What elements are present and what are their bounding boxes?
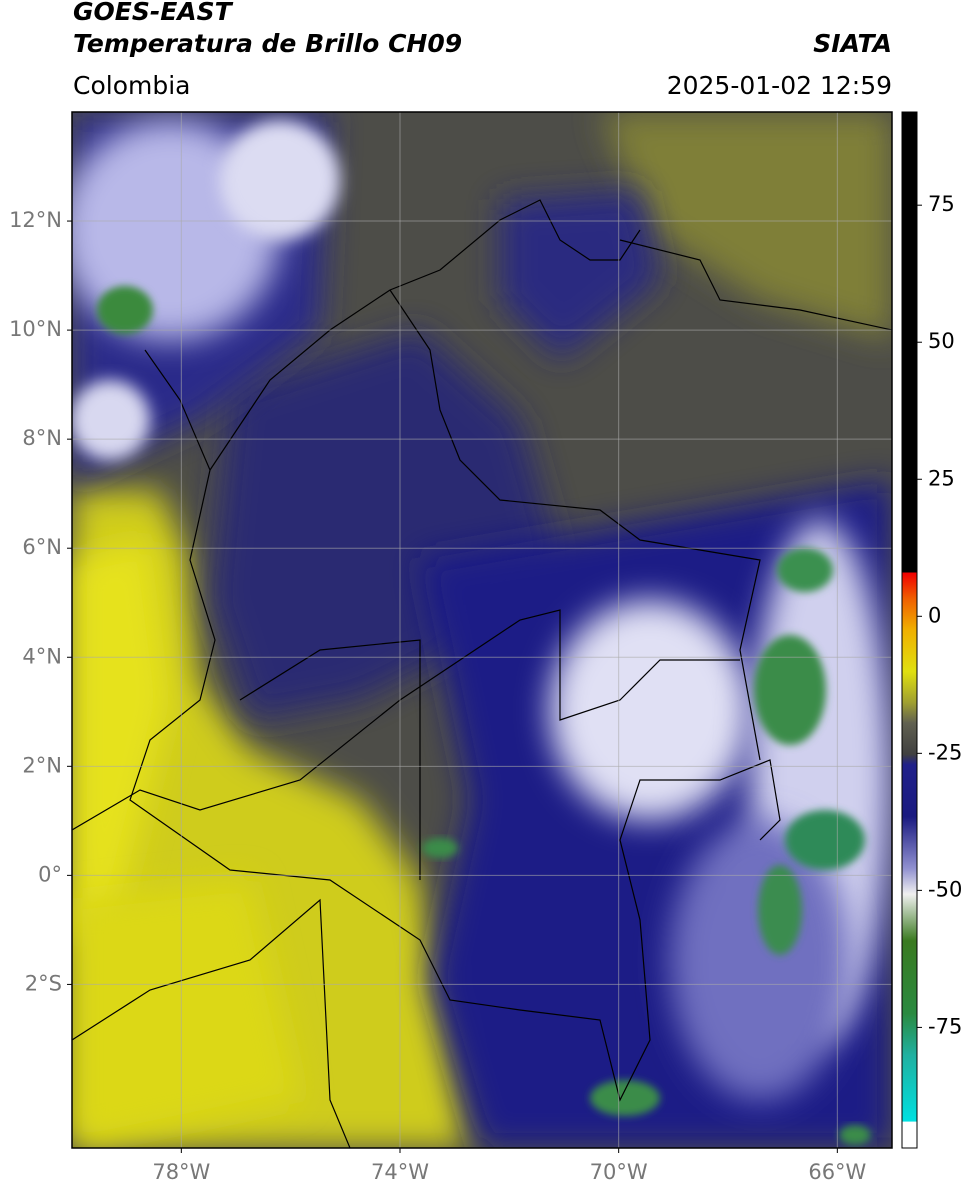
satellite: GOES-EAST — [73, 0, 234, 26]
product-title: Temperatura de Brillo CH09 — [73, 29, 462, 58]
y-tick-label: 2°N — [22, 753, 62, 777]
x-tick-label: 66°W — [808, 1160, 866, 1184]
graticule — [72, 112, 892, 1148]
region: Colombia — [73, 71, 190, 100]
y-tick-label: 10°N — [9, 317, 62, 341]
colorbar-tick-label: 0 — [928, 603, 941, 627]
y-tick-label: 2°S — [25, 971, 62, 995]
datetime: 2025-01-02 12:59 — [667, 71, 892, 100]
y-tick-label: 12°N — [9, 208, 62, 232]
colorbar-tick-label: 50 — [928, 329, 955, 353]
source: SIATA — [813, 29, 892, 58]
colorbar-tick-label: -50 — [928, 877, 962, 901]
colorbar-tick-label: 75 — [928, 192, 955, 216]
x-tick-label: 78°W — [152, 1160, 210, 1184]
colorbar — [901, 111, 918, 1149]
y-tick-label: 0° — [38, 862, 62, 886]
y-tick-label: 6°N — [22, 535, 62, 559]
colorbar-tick-label: -75 — [928, 1014, 962, 1038]
y-tick-label: 4°N — [22, 644, 62, 668]
y-tick-label: 8°N — [22, 426, 62, 450]
colorbar-tick-label: 25 — [928, 466, 955, 490]
map-frame — [71, 111, 893, 1149]
x-tick-label: 70°W — [590, 1160, 648, 1184]
x-tick-label: 74°W — [371, 1160, 429, 1184]
colorbar-tick-label: -25 — [928, 740, 962, 764]
satellite-image — [72, 112, 892, 1148]
